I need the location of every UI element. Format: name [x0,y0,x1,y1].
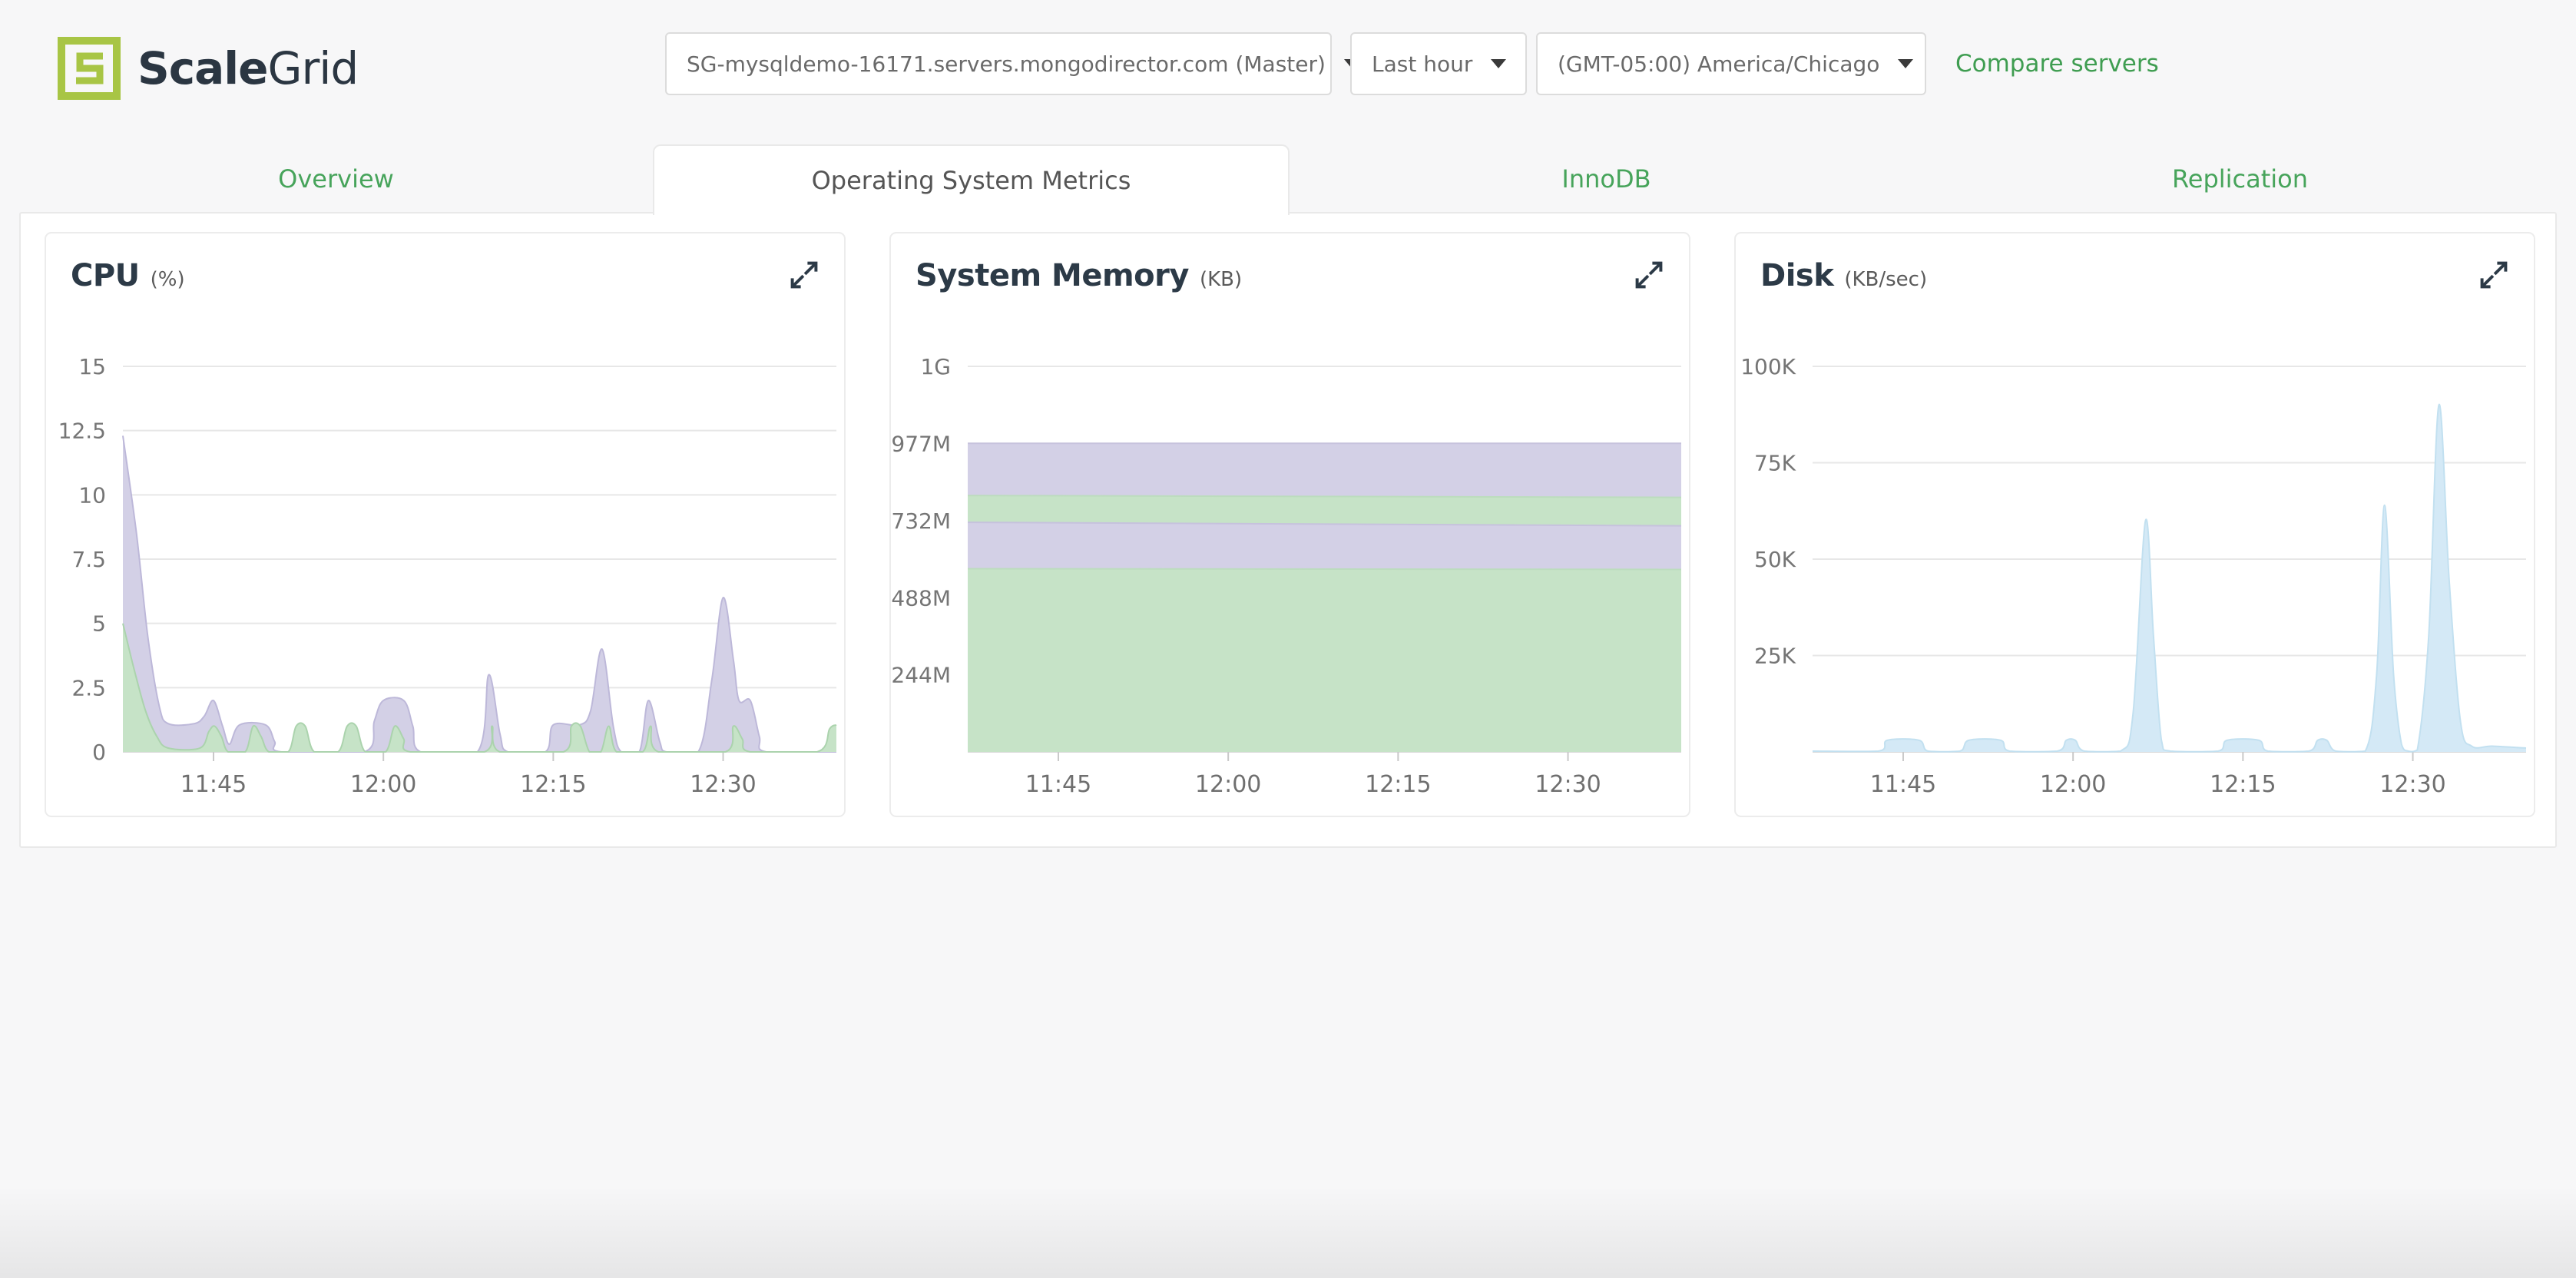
brand-name: ScaleGrid [137,42,359,94]
svg-text:732M: 732M [891,508,951,534]
timezone-value: (GMT-05:00) America/Chicago [1558,51,1880,77]
svg-text:15: 15 [78,354,106,379]
expand-icon[interactable] [787,258,821,292]
svg-text:5: 5 [92,611,106,637]
tab-overview[interactable]: Overview [278,164,394,194]
timezone-select[interactable]: (GMT-05:00) America/Chicago [1536,32,1926,95]
server-select[interactable]: SG-mysqldemo-16171.servers.mongodirector… [665,32,1359,95]
svg-text:12:30: 12:30 [1535,771,1601,798]
time-range-value: Last hour [1372,51,1473,77]
disk-chart: 25K 50K 75K 100K 11:45 12:00 12:15 12:30 [1740,354,2527,798]
tab-innodb[interactable]: InnoDB [1561,164,1651,194]
metrics-panel: 0 2.5 5 7.5 10 12.5 15 11:45 12:00 12:15 12:30 CPU… [19,212,2557,848]
cpu-chart-card: 0 2.5 5 7.5 10 12.5 15 11:45 12:00 12:15 12:30 CPU… [45,232,846,817]
cpu-chart: 0 2.5 5 7.5 10 12.5 15 11:45 12:00 12:15 12:30 [58,354,837,798]
system-memory-chart-title: System Memory (KB) [916,258,1243,293]
svg-text:977M: 977M [891,431,951,456]
brand-light: Grid [267,42,359,94]
expand-icon[interactable] [2477,258,2511,292]
svg-text:75K: 75K [1754,451,1796,476]
chevron-down-icon [1491,59,1507,68]
svg-text:12:15: 12:15 [1365,771,1431,798]
scalegrid-logo[interactable]: ScaleGrid [58,37,359,100]
svg-text:11:45: 11:45 [1870,771,1936,798]
expand-icon[interactable] [1632,258,1666,292]
brand-bold: Scale [137,42,269,94]
chevron-down-icon [1898,59,1914,68]
svg-text:2.5: 2.5 [71,675,106,700]
system-memory-chart: 244M 488M 732M 977M 1G 11:45 12:00 12:15 12:30 [891,354,1682,798]
svg-text:244M: 244M [891,663,951,688]
svg-text:12:00: 12:00 [350,771,416,798]
compare-servers-link[interactable]: Compare servers [1955,50,2159,78]
svg-text:12:30: 12:30 [2379,771,2445,798]
svg-text:488M: 488M [891,585,951,611]
disk-chart-card: 25K 50K 75K 100K 11:45 12:00 12:15 12:30 Disk (… [1734,232,2535,817]
svg-text:11:45: 11:45 [1025,771,1091,798]
time-range-select[interactable]: Last hour [1350,32,1527,95]
disk-chart-title: Disk (KB/sec) [1760,258,1928,293]
svg-text:12:15: 12:15 [520,771,586,798]
svg-text:25K: 25K [1754,644,1796,669]
scalegrid-logo-icon [58,37,121,100]
system-memory-chart-card: 244M 488M 732M 977M 1G 11:45 12:00 12:15 12:30 S… [889,232,1690,817]
tab-operating-system-metrics[interactable]: Operating System Metrics [653,144,1290,215]
top-bar: ScaleGrid SG-mysqldemo-16171.servers.mon… [0,0,2576,127]
cpu-chart-title: CPU (%) [71,258,185,293]
svg-text:0: 0 [92,740,106,765]
svg-text:1G: 1G [920,354,951,379]
svg-text:12:15: 12:15 [2210,771,2276,798]
svg-text:50K: 50K [1754,547,1796,572]
svg-text:12.5: 12.5 [58,419,106,444]
tab-replication[interactable]: Replication [2171,164,2309,194]
svg-text:12:30: 12:30 [690,771,756,798]
svg-text:7.5: 7.5 [71,547,106,572]
svg-text:12:00: 12:00 [1195,771,1261,798]
svg-text:100K: 100K [1740,354,1796,379]
svg-text:10: 10 [78,482,106,508]
svg-text:11:45: 11:45 [180,771,247,798]
tab-bar: Overview Operating System Metrics InnoDB… [19,144,2557,215]
svg-text:12:00: 12:00 [2040,771,2106,798]
server-select-value: SG-mysqldemo-16171.servers.mongodirector… [687,51,1326,77]
